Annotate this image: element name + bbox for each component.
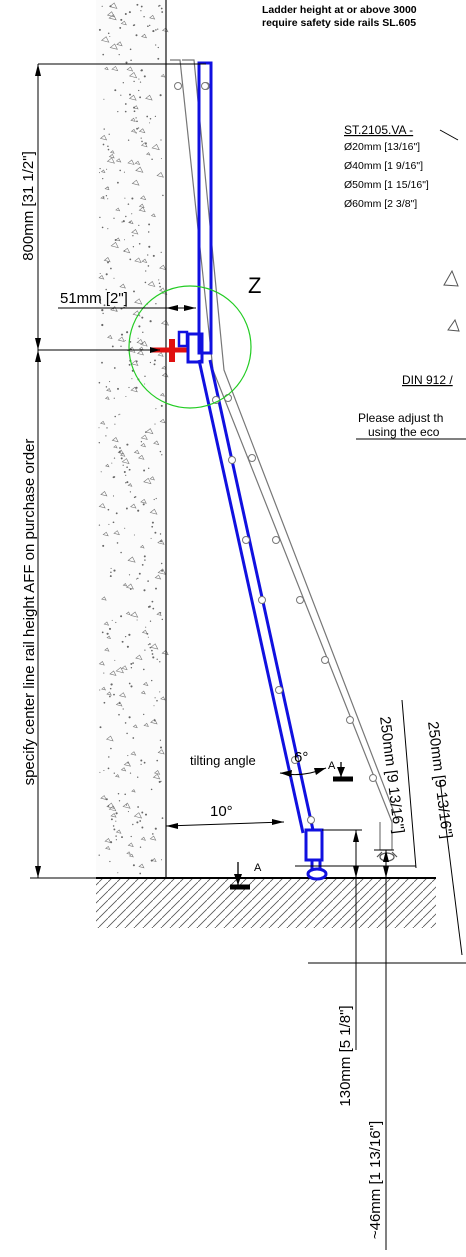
detail-label: Z: [248, 273, 261, 298]
safety-note-line2: require safety side rails SL.605: [262, 17, 417, 29]
diameter-4: Ø60mm [2 3/8"]: [344, 198, 417, 210]
tilting-angle-label: tilting angle: [190, 753, 256, 768]
adjust-note-1: Please adjust th: [358, 411, 443, 425]
lean-angle: 10°: [165, 803, 285, 829]
offset-label: 51mm [2"]: [60, 290, 128, 307]
ladder-foot: [306, 867, 328, 881]
ladder-rung: [275, 686, 283, 694]
tilted-rung: [224, 394, 232, 402]
height-dimensions: [30, 63, 206, 879]
tilted-rung: [346, 716, 354, 724]
adjust-note-2: using the eco: [368, 425, 440, 439]
tilted-rung: [174, 82, 182, 90]
section-marker-right: A: [328, 760, 353, 782]
rung-spacing-1-label: 250mm [9 13/16"]: [376, 715, 407, 834]
ladder-rung: [258, 596, 266, 604]
rung-spacing-2-label: 250mm [9 13/16"]: [424, 720, 455, 839]
section-marker-left: A: [230, 862, 262, 890]
lean-angle-value: 10°: [210, 803, 233, 820]
safety-note-line1: Ladder height at or above 3000: [262, 4, 417, 16]
ladder-rung: [228, 456, 236, 464]
tilted-rung: [272, 536, 280, 544]
tilting-angle: tilting angle 6°: [190, 749, 327, 777]
weld-symbol-1: [443, 269, 459, 287]
weld-symbol-2: [447, 318, 460, 332]
offset-dimension: 51mm [2"]: [58, 290, 196, 311]
parts-list: ST.2105.VA - Ø20mm [13/16"] Ø40mm [1 9/1…: [344, 123, 466, 440]
screw-label: DIN 912 /: [402, 373, 453, 387]
ladder-rung: [242, 536, 250, 544]
detail-circle: [128, 285, 252, 409]
diameter-3: Ø50mm [1 15/16"]: [344, 179, 429, 191]
tilted-rung: [369, 774, 377, 782]
section-right-label: A: [328, 760, 336, 772]
tilted-rung: [296, 596, 304, 604]
ladder-rungs: [201, 82, 315, 824]
ladder-rung: [307, 816, 315, 824]
ladder-rung: [201, 82, 209, 90]
top-height-label: 800mm [31 1/2"]: [20, 151, 37, 261]
height-arrows: [35, 64, 160, 878]
diameter-1: Ø20mm [13/16"]: [344, 141, 420, 153]
foot-height-label: 130mm [5 1/8"]: [337, 1005, 354, 1106]
foot-arrows: [353, 830, 389, 878]
section-left-label: A: [254, 862, 262, 874]
concrete-wall: [96, 0, 170, 878]
tilted-rung: [248, 454, 256, 462]
diameter-2: Ø40mm [1 9/16"]: [344, 160, 423, 172]
ground: [96, 877, 436, 938]
safety-note: Ladder height at or above 3000 require s…: [262, 4, 417, 30]
foot-offset-label: ~46mm [1 13/16"]: [367, 1121, 384, 1239]
rail-height-label: specify center line rail height AFF on p…: [21, 439, 38, 786]
tilt-angle-value: 6°: [294, 749, 308, 766]
parts-title: ST.2105.VA -: [344, 123, 413, 137]
ladder-rung: [291, 756, 299, 764]
tilted-rung: [321, 656, 329, 664]
